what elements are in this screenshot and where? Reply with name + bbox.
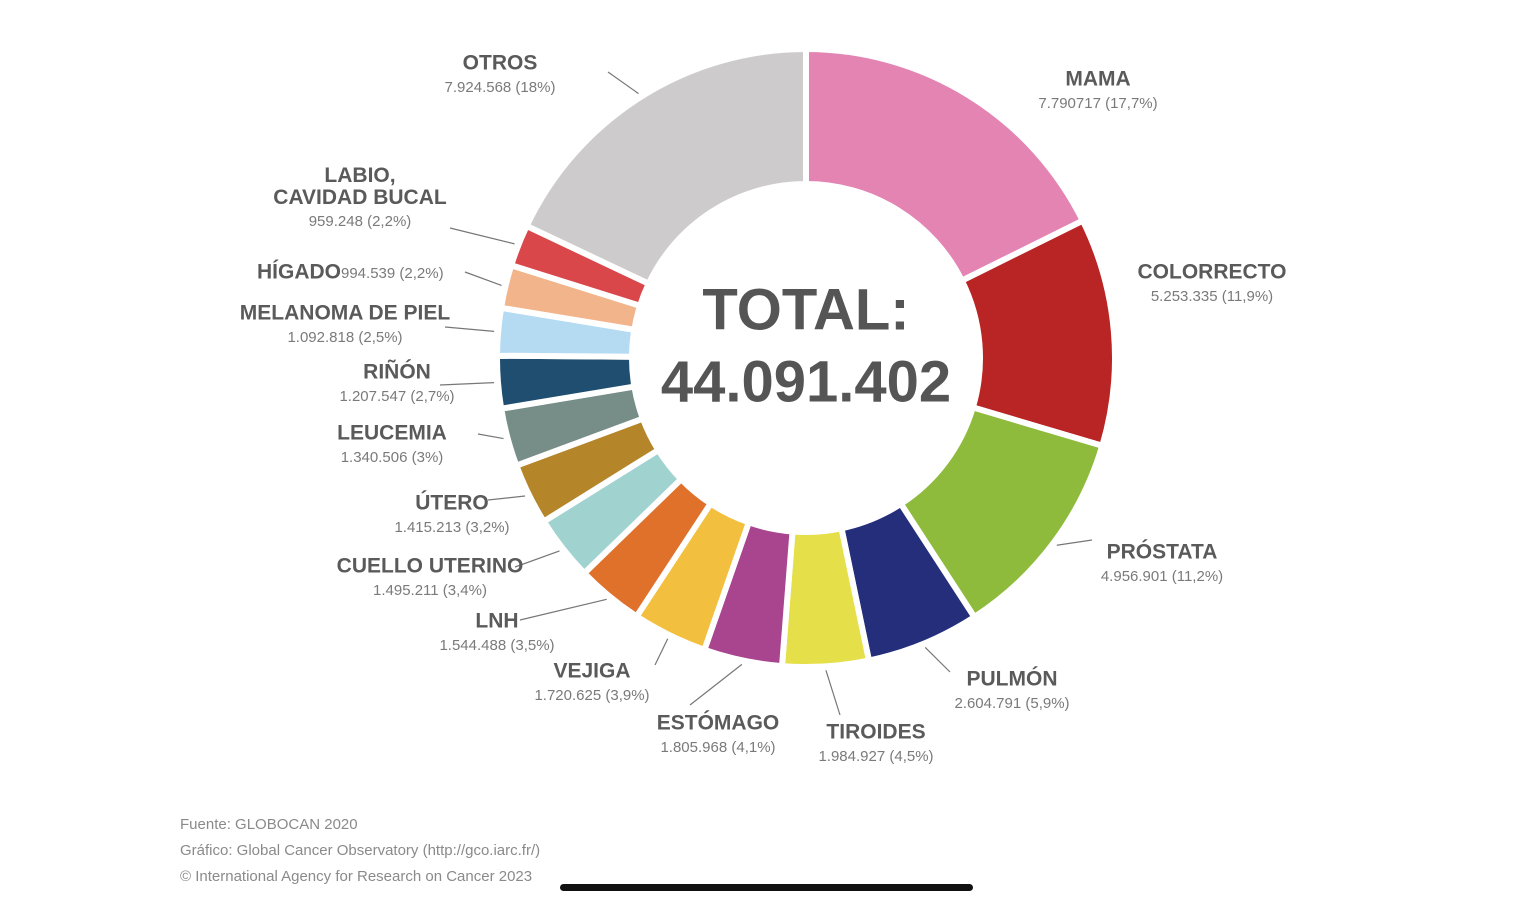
leader-line bbox=[689, 663, 743, 706]
leader-line bbox=[464, 271, 502, 287]
category-label: HÍGADO bbox=[257, 261, 341, 284]
category-label: MELANOMA DE PIEL bbox=[240, 302, 451, 325]
leader-line bbox=[477, 433, 504, 440]
category-label: VEJIGA bbox=[553, 660, 630, 683]
value-label: 1.720.625 (3,9%) bbox=[534, 687, 649, 704]
center-title: TOTAL: bbox=[702, 277, 909, 342]
value-label: 994.539 (2,2%) bbox=[341, 265, 444, 282]
leader-line bbox=[825, 670, 841, 716]
category-label: RIÑÓN bbox=[363, 360, 431, 384]
leader-line bbox=[607, 71, 639, 95]
leader-line bbox=[487, 495, 526, 501]
value-label: 7.924.568 (18%) bbox=[445, 79, 556, 96]
category-label: TIROIDES bbox=[826, 721, 925, 744]
category-label: LNH bbox=[475, 610, 518, 633]
value-label: 1.207.547 (2,7%) bbox=[339, 388, 454, 405]
center-value: 44.091.402 bbox=[661, 349, 951, 414]
value-label: 1.092.818 (2,5%) bbox=[287, 329, 402, 346]
leader-line bbox=[654, 638, 669, 666]
category-label: ÚTERO bbox=[415, 491, 489, 515]
category-label: MAMA bbox=[1065, 68, 1130, 91]
leader-line bbox=[514, 550, 560, 568]
category-label: ESTÓMAGO bbox=[657, 711, 780, 735]
category-label: COLORRECTO bbox=[1138, 261, 1287, 284]
value-label: 4.956.901 (11,2%) bbox=[1101, 568, 1223, 585]
leader-line bbox=[519, 598, 607, 621]
leader-line bbox=[1056, 539, 1093, 546]
value-label: 5.253.335 (11,9%) bbox=[1151, 288, 1273, 305]
value-label: 1.340.506 (3%) bbox=[341, 449, 444, 466]
category-label: CUELLO UTERINO bbox=[337, 555, 524, 578]
category-label: OTROS bbox=[463, 52, 538, 75]
value-label: 2.604.791 (5,9%) bbox=[954, 695, 1069, 712]
value-label: 1.544.488 (3,5%) bbox=[439, 637, 554, 654]
leader-line bbox=[449, 227, 515, 245]
donut-segment bbox=[803, 45, 1087, 285]
category-label: PRÓSTATA bbox=[1107, 540, 1218, 564]
source-line: © International Agency for Research on C… bbox=[180, 868, 532, 885]
category-label: LABIO, CAVIDAD BUCAL bbox=[273, 164, 447, 209]
category-label: PULMÓN bbox=[967, 667, 1058, 691]
source-line: Fuente: GLOBOCAN 2020 bbox=[180, 816, 358, 833]
leader-line bbox=[444, 326, 495, 332]
value-label: 1.805.968 (4,1%) bbox=[660, 739, 775, 756]
value-label: 1.495.211 (3,4%) bbox=[373, 582, 487, 599]
donut-segment bbox=[522, 45, 809, 288]
value-label: 959.248 (2,2%) bbox=[309, 213, 412, 230]
leader-line bbox=[439, 382, 494, 386]
leader-line bbox=[924, 646, 951, 673]
home-indicator bbox=[560, 884, 973, 891]
value-label: 1.415.213 (3,2%) bbox=[394, 519, 509, 536]
value-label: 1.984.927 (4,5%) bbox=[818, 748, 933, 765]
source-line: Gráfico: Global Cancer Observatory (http… bbox=[180, 842, 540, 859]
category-label: LEUCEMIA bbox=[337, 422, 447, 445]
value-label: 7.790717 (17,7%) bbox=[1038, 95, 1157, 112]
